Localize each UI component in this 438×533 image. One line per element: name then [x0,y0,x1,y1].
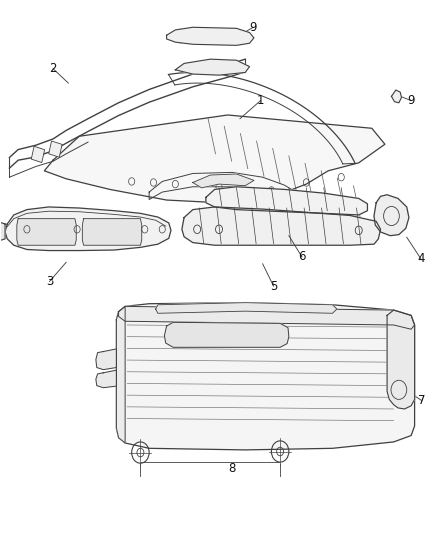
Polygon shape [155,303,337,313]
Polygon shape [96,370,117,387]
Polygon shape [175,59,250,75]
Text: 3: 3 [46,275,53,288]
Polygon shape [0,222,5,241]
Text: 7: 7 [418,394,425,407]
Text: 1: 1 [257,94,264,107]
Text: 4: 4 [417,252,424,265]
Text: 8: 8 [228,462,236,475]
Polygon shape [182,207,381,245]
Polygon shape [206,187,367,215]
Polygon shape [119,306,415,329]
Polygon shape [392,90,402,103]
Polygon shape [374,195,409,236]
Polygon shape [166,27,254,45]
Text: 9: 9 [407,94,415,107]
Polygon shape [387,310,415,409]
Polygon shape [17,219,76,245]
Polygon shape [117,306,125,443]
Polygon shape [96,349,117,369]
Text: 5: 5 [270,280,277,293]
Text: 9: 9 [249,21,257,34]
Bar [31,146,45,163]
Polygon shape [164,322,289,348]
Polygon shape [193,174,254,188]
Bar [49,141,62,157]
Polygon shape [5,207,171,251]
Polygon shape [82,219,142,245]
Text: 6: 6 [298,251,306,263]
Polygon shape [117,303,415,450]
Polygon shape [44,115,385,203]
Text: 2: 2 [49,62,57,75]
